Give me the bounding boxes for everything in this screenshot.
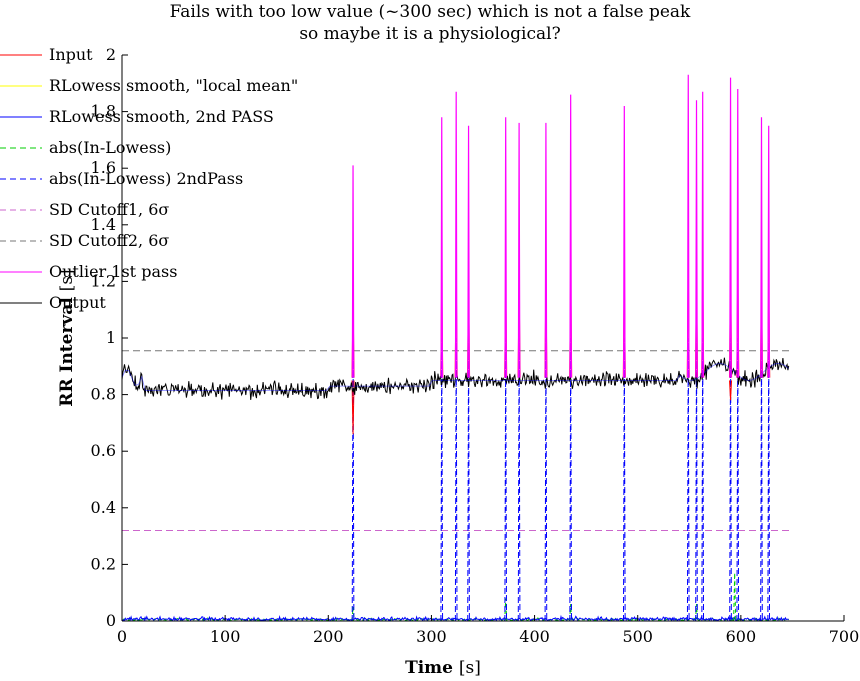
y-tick-label-2: 0.4 bbox=[91, 498, 116, 517]
input-dip-1 bbox=[729, 380, 733, 401]
x-tick-label-6: 600 bbox=[726, 627, 757, 646]
y-tick-label-1: 0.2 bbox=[91, 554, 116, 573]
chart-title-line-2: so maybe it is a physiological? bbox=[299, 24, 561, 44]
x-axis-label: Time [s] bbox=[405, 658, 481, 678]
x-axis-unit: [s] bbox=[459, 658, 481, 678]
chart-title-line-1: Fails with too low value (~300 sec) whic… bbox=[169, 2, 691, 22]
outlier-spike-7 bbox=[569, 94, 572, 378]
y-tick-label-7: 1.4 bbox=[91, 215, 116, 234]
outlier-spike-4 bbox=[504, 117, 508, 378]
y-tick-label-4: 0.8 bbox=[91, 385, 116, 404]
y-tick-label-3: 0.6 bbox=[91, 441, 116, 460]
residual-spike-4 bbox=[504, 337, 508, 622]
outlier-spike-0 bbox=[351, 165, 355, 378]
input-dip-0 bbox=[351, 380, 355, 435]
x-tick-label-7: 700 bbox=[829, 627, 860, 646]
legend-label-1: RLowess smooth, "local mean" bbox=[49, 76, 298, 95]
outlier-spike-15 bbox=[767, 125, 771, 378]
outlier-spike-6 bbox=[544, 122, 548, 378]
y-tick-label-9: 1.8 bbox=[91, 102, 116, 121]
y-tick-label-0: 0 bbox=[106, 611, 116, 630]
legend-label-0: Input bbox=[49, 45, 93, 64]
outlier-spike-10 bbox=[695, 100, 698, 378]
x-tick-label-0: 0 bbox=[117, 627, 127, 646]
residual-spike-10 bbox=[695, 337, 698, 622]
residual-spike-2 bbox=[454, 337, 458, 622]
y-tick-label-5: 1 bbox=[106, 328, 116, 347]
y-axis-unit: [s] bbox=[57, 269, 77, 291]
residual-spike-15 bbox=[767, 337, 771, 622]
outlier-spike-12 bbox=[729, 77, 732, 378]
outlier-spike-2 bbox=[454, 91, 458, 378]
y-tick-label-8: 1.6 bbox=[91, 158, 116, 177]
legend-label-3: abs(In-Lowess) bbox=[49, 138, 171, 157]
outlier-spike-8 bbox=[622, 105, 626, 378]
x-tick-label-5: 500 bbox=[622, 627, 653, 646]
residual-spike-12 bbox=[729, 337, 732, 622]
x-tick-label-2: 200 bbox=[313, 627, 344, 646]
residual-spike-9 bbox=[686, 337, 690, 622]
residual-spike-1 bbox=[440, 337, 444, 622]
plot-area bbox=[121, 74, 790, 622]
residual-spike-6 bbox=[544, 337, 548, 622]
x-tick-label-3: 300 bbox=[416, 627, 447, 646]
outlier-spike-3 bbox=[467, 125, 470, 378]
outlier-spike-9 bbox=[686, 74, 690, 378]
x-tick-label-1: 100 bbox=[210, 627, 241, 646]
legend-label-5: SD Cutoff1, 6σ bbox=[49, 200, 169, 219]
y-tick-label-6: 1.2 bbox=[91, 271, 116, 290]
rlowess-2ndpass-line bbox=[121, 363, 789, 391]
outlier-spike-1 bbox=[440, 117, 444, 378]
legend-label-8: Output bbox=[49, 293, 106, 312]
green-bump-4 bbox=[733, 572, 737, 622]
legend: Input RLowess smooth, "local mean" RLowess… bbox=[0, 45, 298, 312]
residual-spike-3 bbox=[467, 337, 470, 622]
outlier-spike-13 bbox=[736, 88, 740, 378]
axes: 0 100 200 300 400 500 600 700 0 0.2 0.4 0.6 0.8 1 1.2 1… bbox=[57, 45, 859, 678]
outlier-spike-5 bbox=[517, 122, 521, 378]
residual-spike-8 bbox=[622, 337, 626, 622]
residual-spike-5 bbox=[517, 337, 521, 622]
legend-label-4: abs(In-Lowess) 2ndPass bbox=[49, 169, 243, 188]
y-tick-label-10: 2 bbox=[106, 45, 116, 64]
legend-label-2: RLowess smooth, 2nd PASS bbox=[49, 107, 274, 126]
y-axis-label: RR Interval [s] bbox=[57, 269, 77, 406]
x-tick-label-4: 400 bbox=[519, 627, 550, 646]
residual-spike-14 bbox=[760, 337, 763, 622]
legend-label-6: SD Cutoff2, 6σ bbox=[49, 231, 169, 250]
outlier-spike-14 bbox=[760, 117, 763, 378]
output-line bbox=[121, 357, 790, 400]
residual-spike-13 bbox=[736, 337, 740, 622]
legend-label-7: Outlier 1st pass bbox=[49, 262, 177, 281]
outlier-spike-11 bbox=[701, 91, 705, 378]
residual-spike-7 bbox=[569, 337, 572, 622]
residual-spike-11 bbox=[701, 337, 705, 622]
